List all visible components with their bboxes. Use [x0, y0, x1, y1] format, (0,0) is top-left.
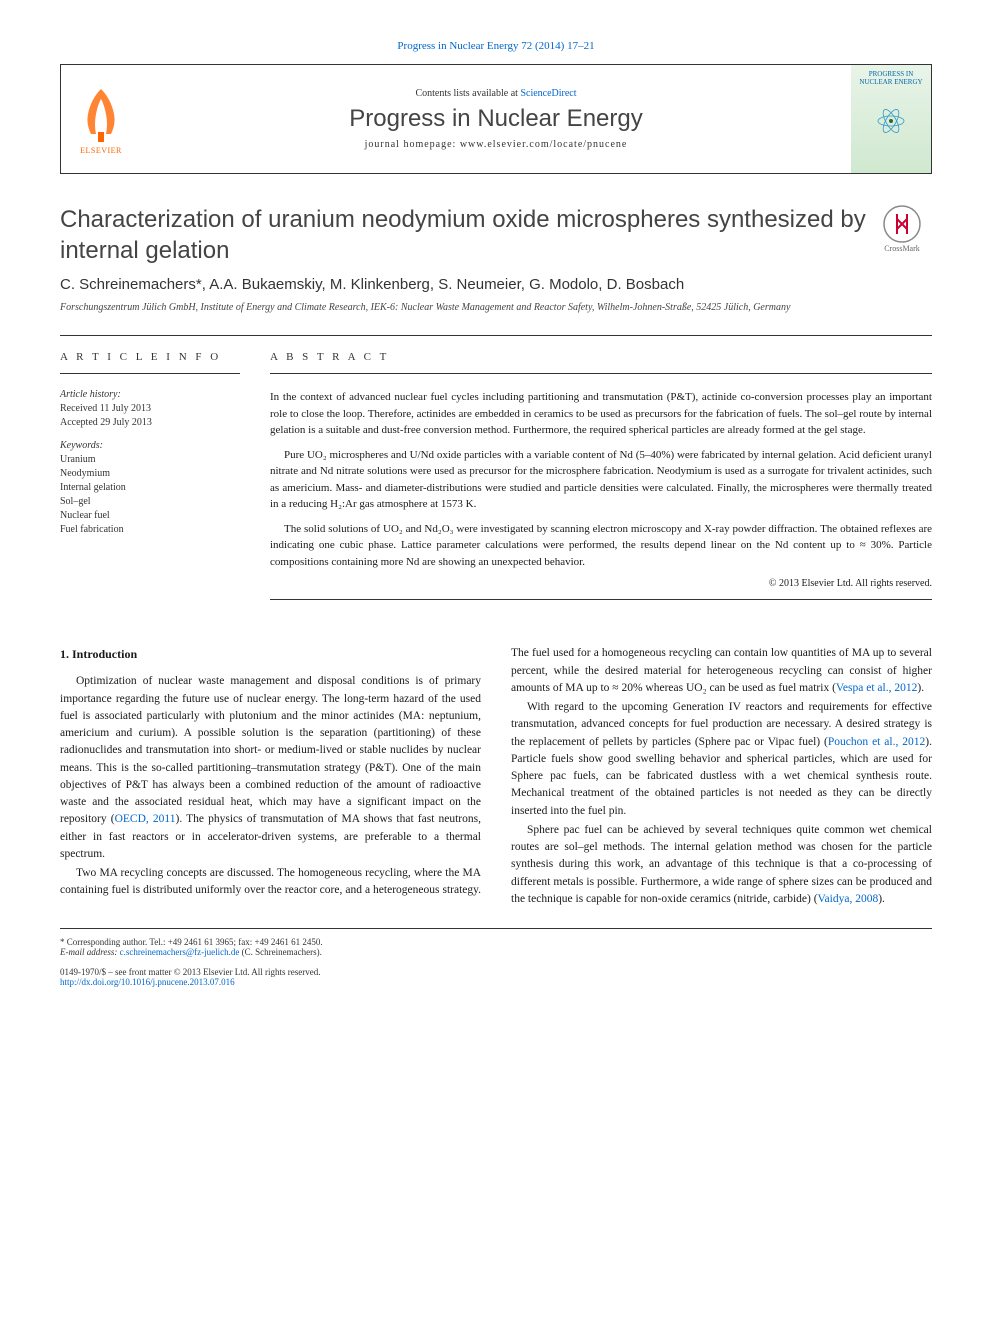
crossmark-badge[interactable]: CrossMark	[872, 204, 932, 253]
citation-link[interactable]: Vaidya, 2008	[818, 893, 879, 905]
abstract-copyright: © 2013 Elsevier Ltd. All rights reserved…	[270, 578, 932, 589]
body-text: ).	[917, 682, 924, 694]
top-citation[interactable]: Progress in Nuclear Energy 72 (2014) 17–…	[60, 40, 932, 52]
elsevier-name: ELSEVIER	[80, 146, 122, 155]
citation-link[interactable]: Pouchon et al., 2012	[828, 736, 925, 748]
keywords-label: Keywords:	[60, 440, 240, 451]
body-text: ).	[878, 893, 885, 905]
keyword: Fuel fabrication	[60, 524, 240, 535]
citation-link[interactable]: OECD, 2011	[115, 813, 176, 825]
sciencedirect-link[interactable]: ScienceDirect	[520, 88, 576, 99]
citation-link[interactable]: Vespa et al., 2012	[836, 682, 917, 694]
doi-link[interactable]: http://dx.doi.org/10.1016/j.pnucene.2013…	[60, 977, 932, 987]
author-email-link[interactable]: c.schreinemachers@fz-juelich.de	[120, 947, 240, 957]
email-suffix: (C. Schreinemachers).	[239, 947, 321, 957]
abstract-end-divider	[270, 599, 932, 600]
affiliation: Forschungszentrum Jülich GmbH, Institute…	[60, 301, 932, 315]
abstract-divider	[270, 373, 932, 374]
keyword: Nuclear fuel	[60, 510, 240, 521]
email-line: E-mail address: c.schreinemachers@fz-jue…	[60, 947, 932, 957]
article-title: Characterization of uranium neodymium ox…	[60, 204, 872, 266]
abstract-para: Pure UO₂ microspheres and U/Nd oxide par…	[270, 447, 932, 513]
divider	[60, 335, 932, 336]
journal-cover-thumbnail[interactable]: PROGRESS IN NUCLEAR ENERGY	[851, 65, 931, 173]
cover-title: PROGRESS IN NUCLEAR ENERGY	[856, 70, 926, 86]
body-text: Optimization of nuclear waste management…	[60, 675, 481, 825]
crossmark-label: CrossMark	[884, 244, 920, 253]
corresponding-author: * Corresponding author. Tel.: +49 2461 6…	[60, 937, 932, 947]
info-abstract-row: A R T I C L E I N F O Article history: R…	[60, 351, 932, 615]
article-info-sidebar: A R T I C L E I N F O Article history: R…	[60, 351, 240, 615]
received-date: Received 11 July 2013	[60, 403, 240, 414]
info-divider	[60, 373, 240, 374]
abstract-column: A B S T R A C T In the context of advanc…	[270, 351, 932, 615]
authors-list: C. Schreinemachers*, A.A. Bukaemskiy, M.…	[60, 276, 932, 293]
atom-icon	[876, 106, 906, 136]
keyword: Uranium	[60, 454, 240, 465]
title-row: Characterization of uranium neodymium ox…	[60, 204, 932, 266]
body-two-column: 1. Introduction Optimization of nuclear …	[60, 645, 932, 908]
body-para: Optimization of nuclear waste management…	[60, 673, 481, 863]
keyword: Neodymium	[60, 468, 240, 479]
keyword: Internal gelation	[60, 482, 240, 493]
issn-copyright: 0149-1970/$ – see front matter © 2013 El…	[60, 967, 932, 977]
accepted-date: Accepted 29 July 2013	[60, 417, 240, 428]
journal-header: ELSEVIER Contents lists available at Sci…	[60, 64, 932, 174]
abstract-para: The solid solutions of UO₂ and Nd₂O₃ wer…	[270, 521, 932, 571]
homepage-url[interactable]: www.elsevier.com/locate/pnucene	[460, 139, 628, 150]
body-para: Sphere pac fuel can be achieved by sever…	[511, 822, 932, 908]
header-center: Contents lists available at ScienceDirec…	[141, 65, 851, 173]
article-info-heading: A R T I C L E I N F O	[60, 351, 240, 363]
email-label: E-mail address:	[60, 947, 120, 957]
crossmark-icon	[882, 204, 922, 244]
section-heading: 1. Introduction	[60, 645, 481, 663]
abstract-para: In the context of advanced nuclear fuel …	[270, 389, 932, 439]
elsevier-tree-icon	[76, 84, 126, 144]
homepage-prefix: journal homepage:	[365, 139, 460, 150]
abstract-heading: A B S T R A C T	[270, 351, 932, 363]
footer-block: * Corresponding author. Tel.: +49 2461 6…	[60, 928, 932, 987]
history-label: Article history:	[60, 389, 240, 400]
elsevier-logo[interactable]: ELSEVIER	[61, 65, 141, 173]
keyword: Sol–gel	[60, 496, 240, 507]
contents-prefix: Contents lists available at	[415, 88, 520, 99]
journal-name: Progress in Nuclear Energy	[141, 105, 851, 133]
contents-available: Contents lists available at ScienceDirec…	[141, 88, 851, 99]
journal-homepage: journal homepage: www.elsevier.com/locat…	[141, 139, 851, 150]
body-para: With regard to the upcoming Generation I…	[511, 699, 932, 820]
